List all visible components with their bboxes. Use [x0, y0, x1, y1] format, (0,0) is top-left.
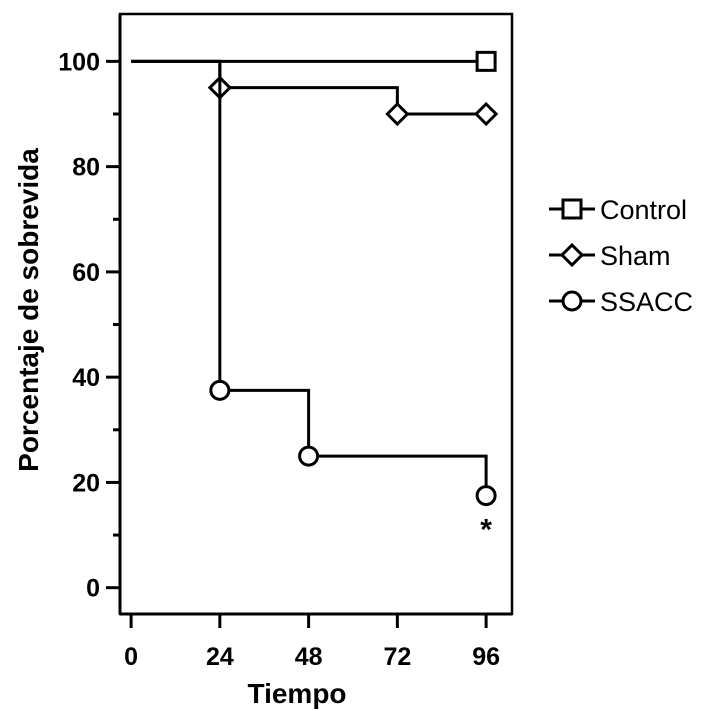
marker-control — [475, 50, 497, 72]
legend-marker-ssacc — [561, 290, 583, 312]
series-layer — [131, 50, 499, 507]
marker-sham — [473, 101, 499, 127]
x-tick-label: 24 — [206, 643, 234, 671]
marker-ssacc — [209, 379, 231, 401]
x-tick-label: 96 — [472, 643, 500, 671]
significance-asterisk: * — [480, 514, 492, 547]
x-tick-label: 72 — [383, 643, 411, 671]
marker-ssacc — [475, 485, 497, 507]
legend-item-sham: Sham — [549, 241, 671, 271]
marker-ssacc — [298, 445, 320, 467]
ticks: 0 20 40 60 80 100 0 24 48 72 96 — [58, 48, 500, 671]
annotation-layer: * — [480, 514, 492, 547]
legend: Control Sham SSACC — [549, 195, 693, 317]
x-axis-title: Tiempo — [247, 678, 346, 709]
x-tick-label: 48 — [295, 643, 323, 671]
series-line-ssacc — [131, 59, 488, 496]
series-ssacc — [131, 59, 497, 507]
y-tick-label: 0 — [86, 575, 100, 603]
y-tick-label: 40 — [72, 364, 100, 392]
y-tick-label: 80 — [72, 154, 100, 182]
legend-label-control: Control — [600, 195, 687, 225]
legend-marker-sham — [559, 242, 585, 268]
legend-marker-control — [561, 198, 583, 220]
y-tick-label: 100 — [58, 48, 100, 76]
legend-label-sham: Sham — [600, 241, 671, 271]
y-axis-title: Porcentaje de sobrevida — [13, 148, 44, 472]
legend-item-ssacc: SSACC — [549, 287, 693, 317]
plot-frame — [118, 12, 514, 616]
x-tick-label: 0 — [124, 643, 138, 671]
legend-label-ssacc: SSACC — [600, 287, 693, 317]
y-tick-label: 20 — [72, 469, 100, 497]
axes — [118, 12, 514, 616]
legend-item-control: Control — [549, 195, 687, 225]
series-sham — [131, 59, 499, 127]
y-tick-label: 60 — [72, 259, 100, 287]
series-line-sham — [131, 59, 487, 116]
marker-sham — [385, 101, 410, 127]
